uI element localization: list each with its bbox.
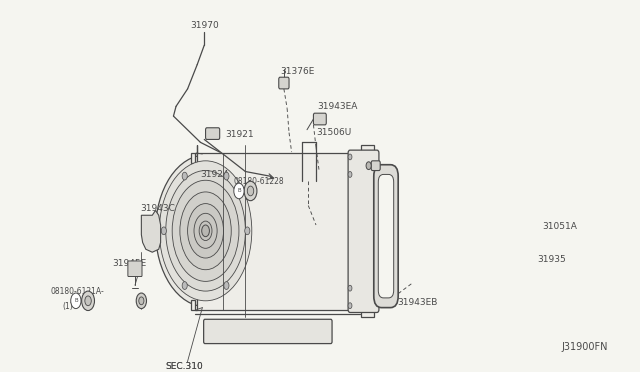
Text: 31051A: 31051A (543, 222, 577, 231)
Circle shape (188, 203, 223, 258)
Circle shape (224, 172, 229, 180)
Circle shape (348, 154, 352, 160)
Circle shape (180, 192, 231, 270)
Circle shape (161, 227, 166, 235)
Circle shape (244, 227, 250, 235)
Circle shape (202, 225, 209, 237)
Circle shape (159, 161, 252, 301)
Text: 31921: 31921 (225, 130, 253, 139)
Text: (2): (2) (244, 192, 255, 201)
Circle shape (182, 172, 188, 180)
Text: J31900FN: J31900FN (561, 343, 608, 353)
Text: SEC.310: SEC.310 (165, 362, 203, 371)
Circle shape (136, 293, 147, 309)
Text: 31376E: 31376E (281, 67, 315, 76)
Polygon shape (141, 211, 161, 252)
Text: 31945E: 31945E (112, 259, 146, 268)
Circle shape (182, 282, 188, 289)
Text: 31943EB: 31943EB (397, 298, 438, 307)
Circle shape (234, 183, 244, 199)
Text: B: B (237, 189, 241, 193)
Text: SEC.310: SEC.310 (165, 362, 203, 371)
Circle shape (247, 186, 253, 196)
Circle shape (366, 162, 371, 170)
FancyBboxPatch shape (371, 161, 380, 170)
FancyBboxPatch shape (374, 165, 398, 308)
Circle shape (427, 296, 436, 310)
Text: 31935: 31935 (538, 254, 566, 263)
Text: 31970: 31970 (190, 21, 219, 30)
FancyBboxPatch shape (204, 319, 332, 344)
Text: B: B (74, 298, 77, 303)
Polygon shape (191, 145, 374, 317)
Text: (1): (1) (62, 302, 73, 311)
Text: 08180-61228: 08180-61228 (234, 177, 284, 186)
Text: 31943EA: 31943EA (317, 102, 358, 111)
Text: 31506U: 31506U (316, 128, 351, 137)
Circle shape (85, 296, 92, 306)
FancyBboxPatch shape (128, 261, 142, 276)
Text: 31943C: 31943C (140, 204, 175, 213)
Circle shape (82, 291, 95, 311)
Circle shape (348, 171, 352, 177)
Circle shape (139, 297, 144, 305)
FancyBboxPatch shape (279, 77, 289, 89)
FancyBboxPatch shape (378, 174, 394, 298)
FancyBboxPatch shape (348, 150, 379, 312)
Circle shape (156, 155, 255, 307)
Circle shape (348, 303, 352, 309)
Circle shape (71, 293, 81, 309)
Circle shape (194, 213, 217, 248)
FancyBboxPatch shape (205, 128, 220, 140)
FancyBboxPatch shape (314, 113, 326, 125)
Circle shape (166, 170, 245, 291)
Circle shape (348, 285, 352, 291)
Circle shape (433, 298, 440, 308)
Circle shape (199, 221, 212, 241)
Circle shape (224, 282, 229, 289)
Text: 08180-6121A-: 08180-6121A- (50, 286, 104, 296)
Text: 31924: 31924 (200, 170, 229, 179)
Circle shape (244, 181, 257, 201)
Circle shape (172, 180, 239, 281)
